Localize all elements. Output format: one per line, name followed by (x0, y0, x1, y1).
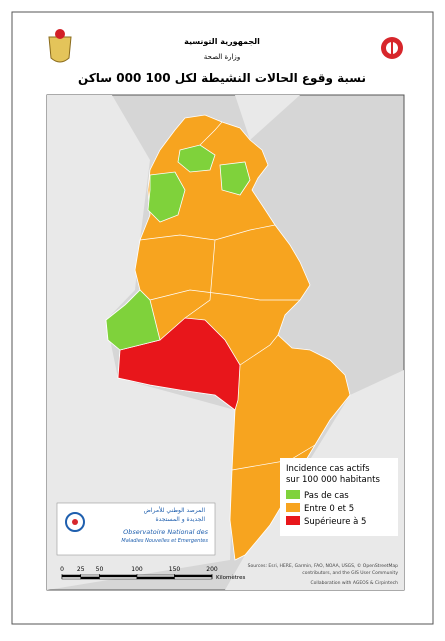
sources-text: Sources: Esri, HERE, Garmin, FAO, NOAA, … (248, 562, 398, 569)
region-none (219, 161, 251, 196)
scale-tick-label: 0 (60, 566, 64, 573)
legend-label: Supérieure à 5 (304, 516, 366, 527)
scale-segment (174, 576, 213, 580)
tunisia-emblem (48, 29, 72, 63)
logo-french: Maladies Nouvelles et Emergentes (121, 538, 208, 544)
scale-segment (80, 576, 100, 580)
legend-title: Incidence cas actifs (286, 464, 370, 474)
legend-label: Entre 0 et 5 (304, 504, 354, 514)
scale-tick-label: 100 (131, 566, 143, 573)
scale-segment (80, 574, 100, 578)
sicily-land (235, 95, 300, 140)
scale-segment (61, 574, 81, 578)
scale-segment (136, 576, 175, 580)
logo-arabic: المرصد الوطني للأمراض (144, 506, 206, 514)
legend-swatch (286, 490, 300, 499)
sources-text: Collaboration with AGEOS & Cirpintech (310, 580, 398, 586)
scale-segment (61, 576, 81, 580)
region-none (105, 289, 161, 351)
health-emblem (381, 37, 403, 59)
map-title: نسبة وقوع الحالات النشيطة لكل 100 000 سا… (78, 71, 366, 86)
logo-arabic: الجديدة و المستجدة (156, 516, 206, 523)
scale-segment (99, 576, 138, 580)
scale-unit: Kilomètres (216, 574, 245, 581)
country-name: الجمهورية التونسية (184, 37, 260, 46)
ministry-name: وزارة الصحة (204, 53, 240, 61)
scale-segment (174, 574, 213, 578)
scale-segment (136, 574, 175, 578)
region-none (147, 171, 186, 223)
legend-swatch (286, 503, 300, 512)
scale-tick-label: 200 (206, 566, 218, 573)
scale-tick-label: 150 (169, 566, 181, 573)
logo-french: Observatoire National des (123, 528, 208, 536)
sources-text: contributors, and the GIS User Community (302, 570, 398, 576)
scale-tick-label: 25 (77, 566, 85, 573)
legend-label: Pas de cas (304, 491, 349, 501)
scale-segment (99, 574, 138, 578)
legend-title: sur 100 000 habitants (286, 475, 380, 485)
legend-swatch (286, 516, 300, 525)
scale-tick-label: 50 (96, 566, 104, 573)
observatory-logo: المرصد الوطني للأمراض الجديدة و المستجدة… (56, 502, 216, 556)
algeria-land (47, 95, 235, 590)
